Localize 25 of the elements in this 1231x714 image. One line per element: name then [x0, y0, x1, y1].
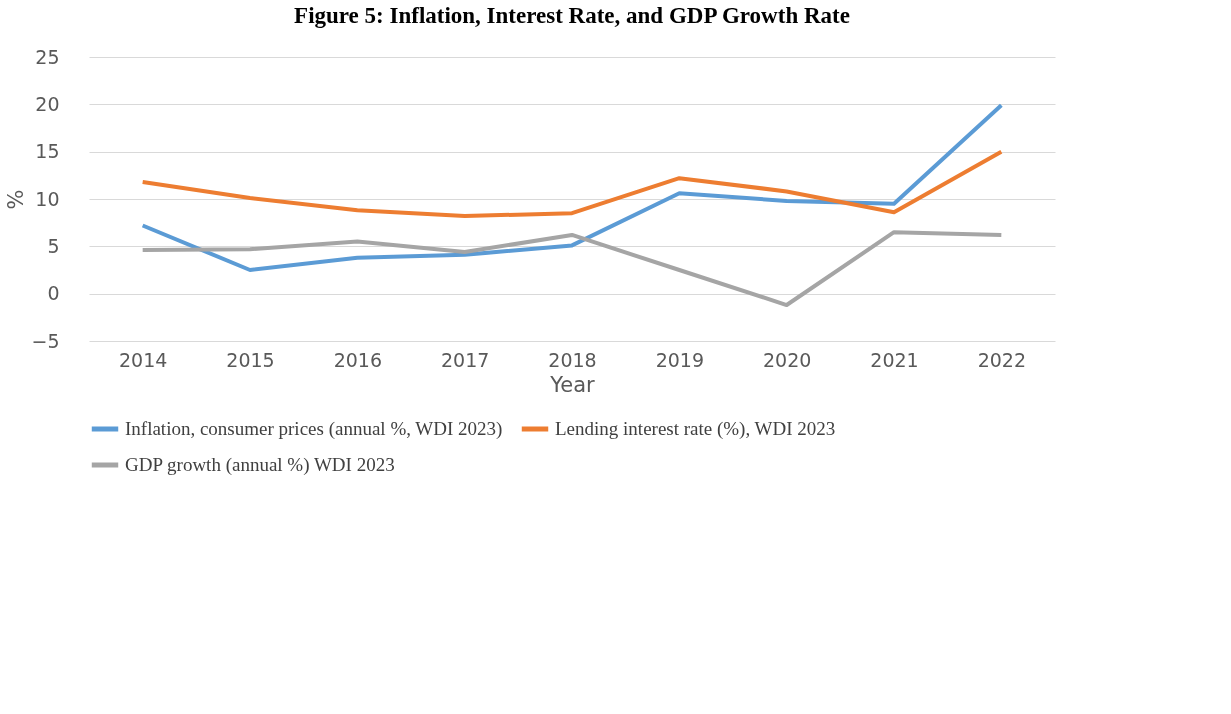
x-tick-label: 2014	[118, 348, 168, 371]
y-tick-label: −5	[31, 329, 60, 352]
x-tick-label: 2020	[762, 348, 812, 371]
x-tick-label: 2017	[440, 348, 490, 371]
line-series	[140, 230, 1004, 308]
y-axis-title: %	[4, 189, 29, 210]
chart-title: Figure 5: Inflation, Interest Rate, and GDP Growth Rate	[294, 3, 850, 28]
x-axis-title: Year	[549, 372, 596, 397]
x-tick-label: 2015	[226, 348, 275, 371]
y-tick-label: 5	[47, 234, 60, 257]
y-tick-label: 25	[35, 45, 60, 68]
line-series	[140, 103, 1004, 272]
y-tick-label: 10	[35, 187, 60, 210]
y-tick-label: 20	[35, 92, 60, 115]
x-tick-label: 2018	[548, 348, 597, 371]
y-tick-label: 15	[35, 140, 60, 163]
x-tick-label: 2016	[333, 348, 383, 371]
x-tick-label: 2019	[655, 348, 705, 371]
x-tick-label: 2021	[870, 348, 919, 371]
x-tick-label: 2022	[977, 348, 1027, 371]
y-tick-label: 0	[47, 282, 60, 305]
legend-label: GDP growth (annual %) WDI 2023	[125, 454, 395, 476]
line-series	[140, 149, 1004, 219]
legend-label: Inflation, consumer prices (annual %, WDI 2023)	[125, 418, 503, 440]
legend-label: Lending interest rate (%), WDI 2023	[555, 418, 836, 440]
